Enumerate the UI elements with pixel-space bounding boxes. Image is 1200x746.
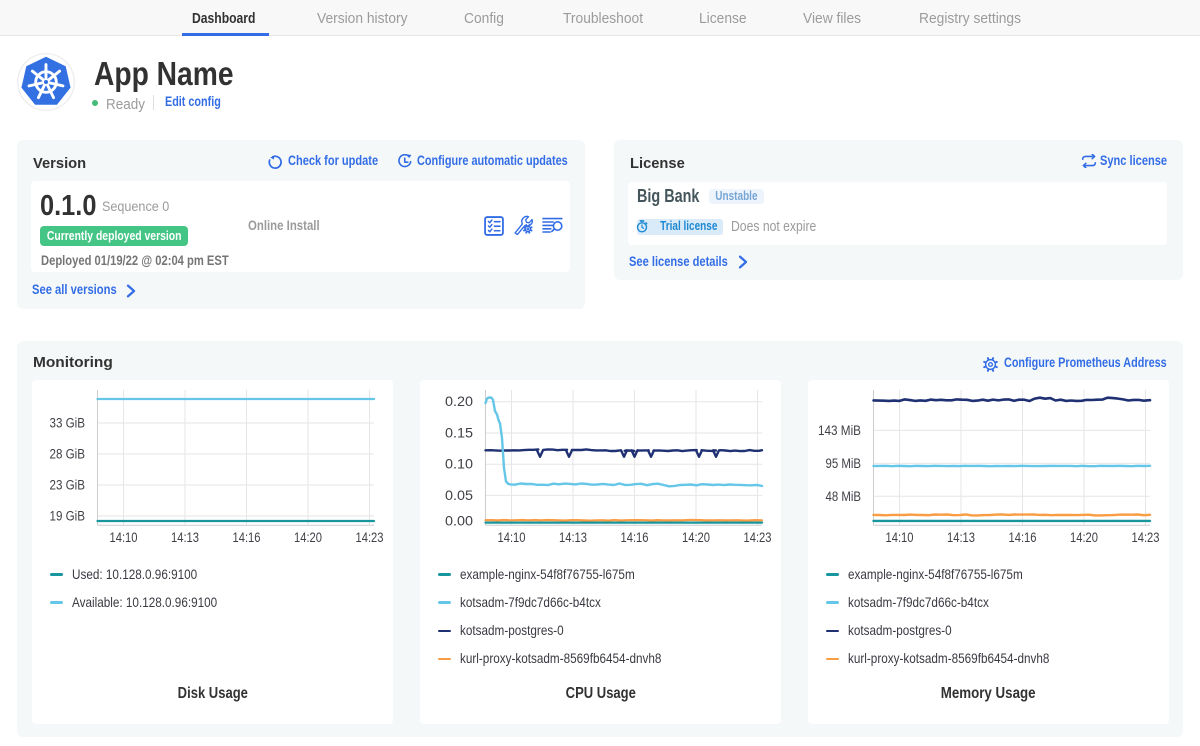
- svg-text:14:20: 14:20: [1070, 530, 1098, 545]
- svg-text:14:13: 14:13: [171, 530, 199, 545]
- svg-text:14:23: 14:23: [744, 530, 772, 545]
- svg-text:48 MiB: 48 MiB: [826, 489, 862, 504]
- svg-text:14:10: 14:10: [886, 530, 914, 545]
- svg-text:14:10: 14:10: [498, 530, 526, 545]
- svg-text:23 GiB: 23 GiB: [50, 478, 86, 493]
- svg-text:14:16: 14:16: [621, 530, 649, 545]
- svg-text:14:16: 14:16: [1009, 530, 1037, 545]
- svg-text:14:16: 14:16: [233, 530, 261, 545]
- svg-text:33 GiB: 33 GiB: [50, 416, 86, 431]
- svg-text:19 GiB: 19 GiB: [50, 509, 86, 524]
- svg-text:14:20: 14:20: [682, 530, 710, 545]
- svg-text:14:23: 14:23: [1132, 530, 1160, 545]
- svg-text:0.05: 0.05: [445, 488, 473, 503]
- svg-text:28 GiB: 28 GiB: [50, 447, 86, 462]
- svg-text:14:10: 14:10: [110, 530, 138, 545]
- svg-text:14:13: 14:13: [559, 530, 587, 545]
- svg-text:14:13: 14:13: [947, 530, 975, 545]
- svg-text:95 MiB: 95 MiB: [826, 456, 862, 471]
- svg-text:14:23: 14:23: [356, 530, 384, 545]
- svg-text:0.10: 0.10: [445, 457, 473, 472]
- svg-text:143 MiB: 143 MiB: [818, 423, 861, 438]
- svg-text:14:20: 14:20: [294, 530, 322, 545]
- svg-text:0.00: 0.00: [445, 513, 473, 528]
- svg-text:0.15: 0.15: [445, 426, 473, 441]
- svg-text:0.20: 0.20: [445, 394, 473, 409]
